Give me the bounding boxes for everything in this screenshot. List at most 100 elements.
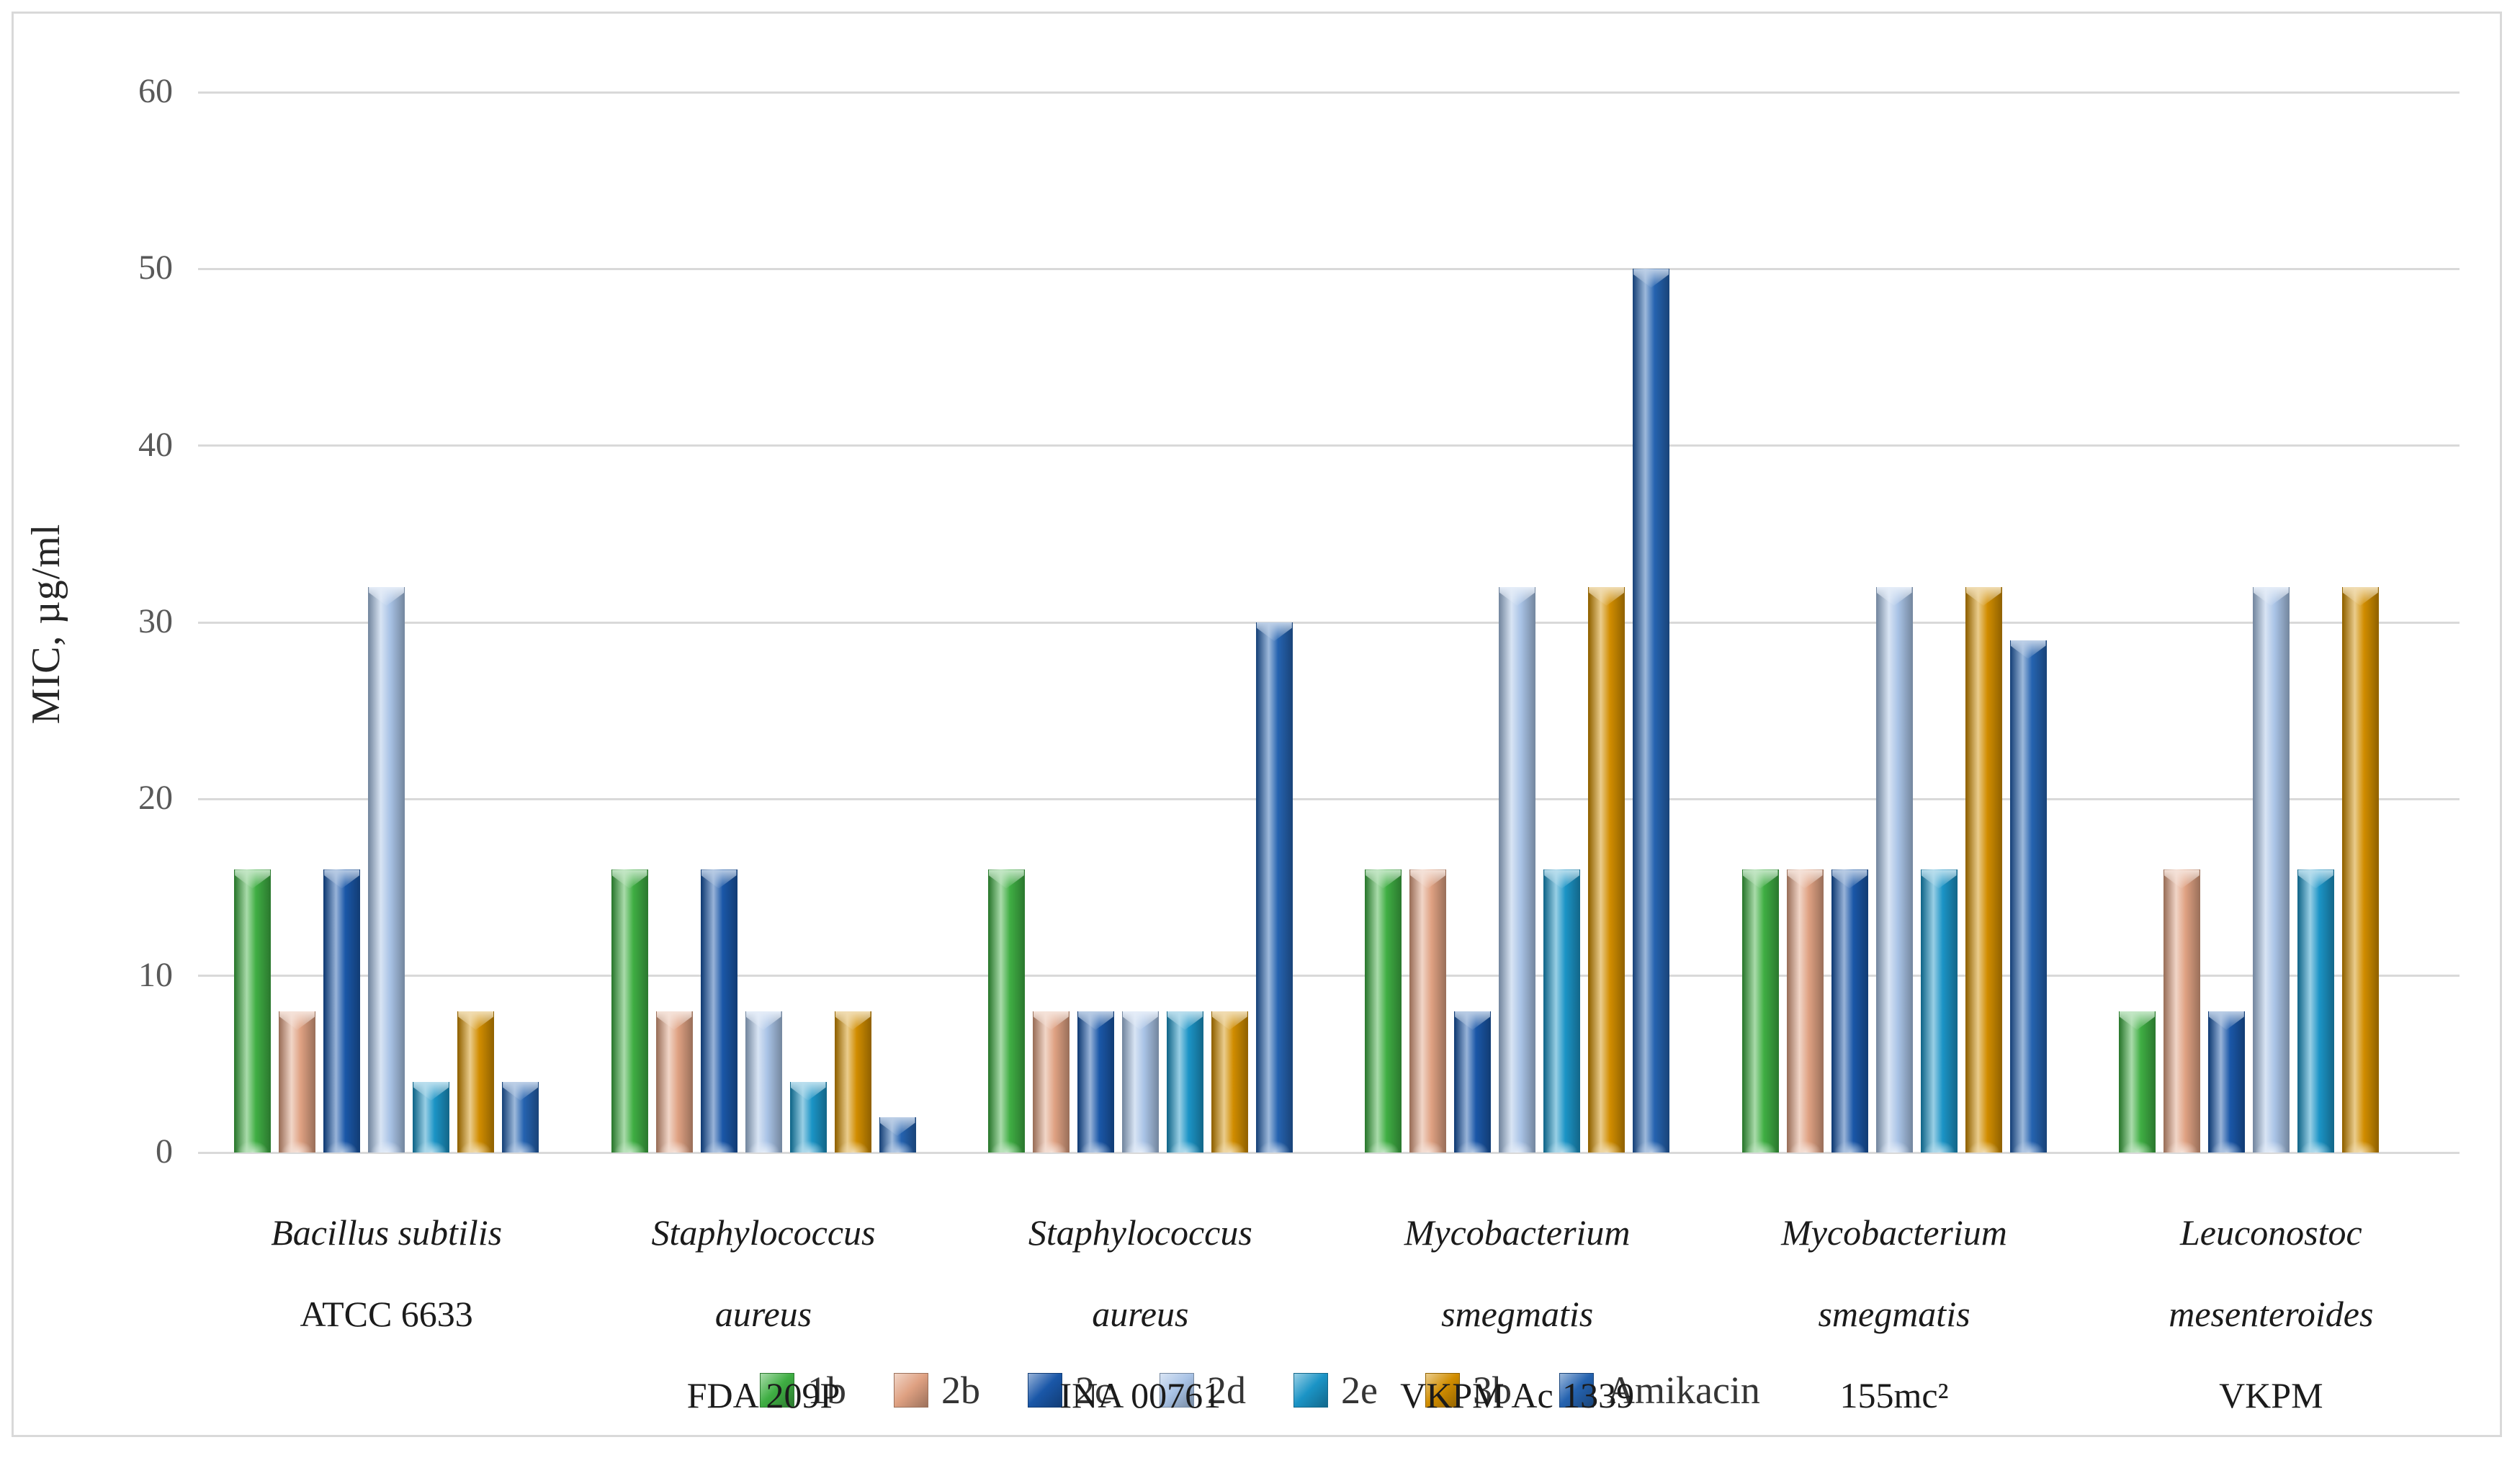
legend-item-1b: 1b [760, 1371, 846, 1410]
x-category-label-line: smegmatis [1441, 1294, 1594, 1334]
bar-2b-0 [279, 1011, 316, 1153]
bar-top-bevel [279, 1011, 315, 1030]
bar-2e-5 [2297, 869, 2334, 1153]
bar-top-bevel [988, 869, 1024, 889]
y-tick-label: 0 [156, 1132, 173, 1171]
x-category-label-line: Mycobacterium [1404, 1212, 1631, 1253]
x-category-label-line: Staphylococcus [1028, 1212, 1252, 1253]
bar-top-bevel [2297, 869, 2333, 889]
bar-1b-2 [987, 869, 1025, 1153]
legend-swatch-2c [1028, 1373, 1063, 1408]
bar-bottom-highlight [1033, 1135, 1069, 1153]
bar-Amikacin-0 [502, 1081, 539, 1153]
bar-bottom-highlight [1366, 1135, 1402, 1153]
bar-bottom-highlight [2119, 1135, 2155, 1153]
bar-bottom-highlight [1122, 1135, 1158, 1153]
bar-top-bevel [1633, 269, 1669, 288]
legend-swatch-3b [1425, 1373, 1460, 1408]
bar-bottom-highlight [2010, 1135, 2046, 1153]
bar-2d-3 [1499, 586, 1536, 1153]
bar-3b-5 [2341, 586, 2379, 1153]
legend-label-3b: 3b [1472, 1369, 1512, 1412]
y-tick-label: 30 [138, 602, 173, 640]
bar-top-bevel [1122, 1011, 1158, 1030]
y-tick-label: 60 [138, 72, 173, 110]
bar-bottom-highlight [656, 1135, 692, 1153]
x-category-label-0: Bacillus subtilis ATCC 6633 [198, 1192, 575, 1355]
bar-top-bevel [701, 869, 737, 889]
bar-bottom-highlight [1544, 1135, 1580, 1153]
bar-Amikacin-2 [1255, 622, 1293, 1153]
bar-top-bevel [835, 1011, 871, 1030]
bar-3b-2 [1211, 1011, 1248, 1153]
bar-bottom-highlight [458, 1135, 494, 1153]
legend-label-Amikacin: Amikacin [1606, 1369, 1760, 1412]
bar-bottom-highlight [279, 1135, 315, 1153]
bar-bottom-highlight [324, 1135, 360, 1153]
bar-2c-0 [323, 869, 361, 1153]
bar-bottom-highlight [1589, 1135, 1625, 1153]
bar-bottom-highlight [701, 1135, 737, 1153]
bar-bottom-highlight [745, 1135, 781, 1153]
bar-top-bevel [1589, 586, 1625, 606]
bar-bottom-highlight [413, 1135, 449, 1153]
bar-2e-0 [413, 1081, 450, 1153]
x-category-label-5: Leuconostoc mesenteroides VKPM [2083, 1192, 2460, 1436]
bar-top-bevel [369, 586, 405, 606]
bar-top-bevel [1544, 869, 1580, 889]
bar-top-bevel [1499, 586, 1535, 606]
bar-top-bevel [745, 1011, 781, 1030]
bar-top-bevel [324, 869, 360, 889]
bar-2c-5 [2207, 1011, 2245, 1153]
x-category-label-3: Mycobacterium smegmatis VKPM Ac 1339 [1329, 1192, 1705, 1436]
y-tick-label: 20 [138, 779, 173, 818]
x-category-label-line: INA 00761 [1059, 1375, 1221, 1415]
bar-bottom-highlight [2297, 1135, 2333, 1153]
bar-2d-5 [2252, 586, 2290, 1153]
bar-bottom-highlight [1410, 1135, 1446, 1153]
bar-2d-1 [745, 1011, 782, 1153]
bar-2c-1 [700, 869, 737, 1153]
bar-bottom-highlight [1455, 1135, 1491, 1153]
bar-bottom-highlight [1167, 1135, 1203, 1153]
bar-2e-4 [1920, 869, 1958, 1153]
x-category-label-line: Staphylococcus [651, 1212, 876, 1253]
bar-top-bevel [1876, 586, 1912, 606]
x-category-label-line: smegmatis [1818, 1294, 1970, 1334]
bar-top-bevel [2163, 869, 2200, 889]
bar-Amikacin-1 [879, 1117, 916, 1153]
bar-top-bevel [2208, 1011, 2244, 1030]
gridline-y40 [198, 444, 2460, 447]
y-tick-label: 50 [138, 249, 173, 287]
y-tick-label: 10 [138, 955, 173, 994]
legend-item-2b: 2b [894, 1371, 980, 1410]
bar-bottom-highlight [1499, 1135, 1535, 1153]
gridline-y0 [198, 1151, 2460, 1154]
bar-top-bevel [458, 1011, 494, 1030]
bar-bottom-highlight [369, 1135, 405, 1153]
gridline-y60 [198, 91, 2460, 94]
legend-item-2e: 2e [1293, 1371, 1378, 1410]
bar-top-bevel [1831, 869, 1867, 889]
bar-bottom-highlight [1211, 1135, 1247, 1153]
bar-top-bevel [1921, 869, 1957, 889]
x-category-label-line: Bacillus subtilis [271, 1212, 503, 1253]
bar-bottom-highlight [235, 1135, 271, 1153]
x-category-label-4: Mycobacterium smegmatis 155mc² [1705, 1192, 2082, 1436]
bar-2c-3 [1454, 1011, 1492, 1153]
bar-bottom-highlight [2163, 1135, 2200, 1153]
legend: 1b 2b 2c 2d 2e 3b Amikacin [0, 1354, 2520, 1426]
legend-swatch-2b [894, 1373, 929, 1408]
bar-bottom-highlight [1965, 1135, 2001, 1153]
bar-Amikacin-4 [2009, 640, 2047, 1153]
x-category-label-line: mesenteroides [2169, 1294, 2374, 1334]
x-category-label-1: Staphylococcus aureus FDA 209P [575, 1192, 951, 1436]
bar-2d-4 [1875, 586, 1913, 1153]
x-category-label-line: VKPM [2219, 1375, 2323, 1415]
bar-bottom-highlight [1876, 1135, 1912, 1153]
bar-3b-3 [1588, 586, 1626, 1153]
bar-bottom-highlight [1831, 1135, 1867, 1153]
legend-label-1b: 1b [807, 1369, 847, 1412]
bar-2b-3 [1409, 869, 1447, 1153]
